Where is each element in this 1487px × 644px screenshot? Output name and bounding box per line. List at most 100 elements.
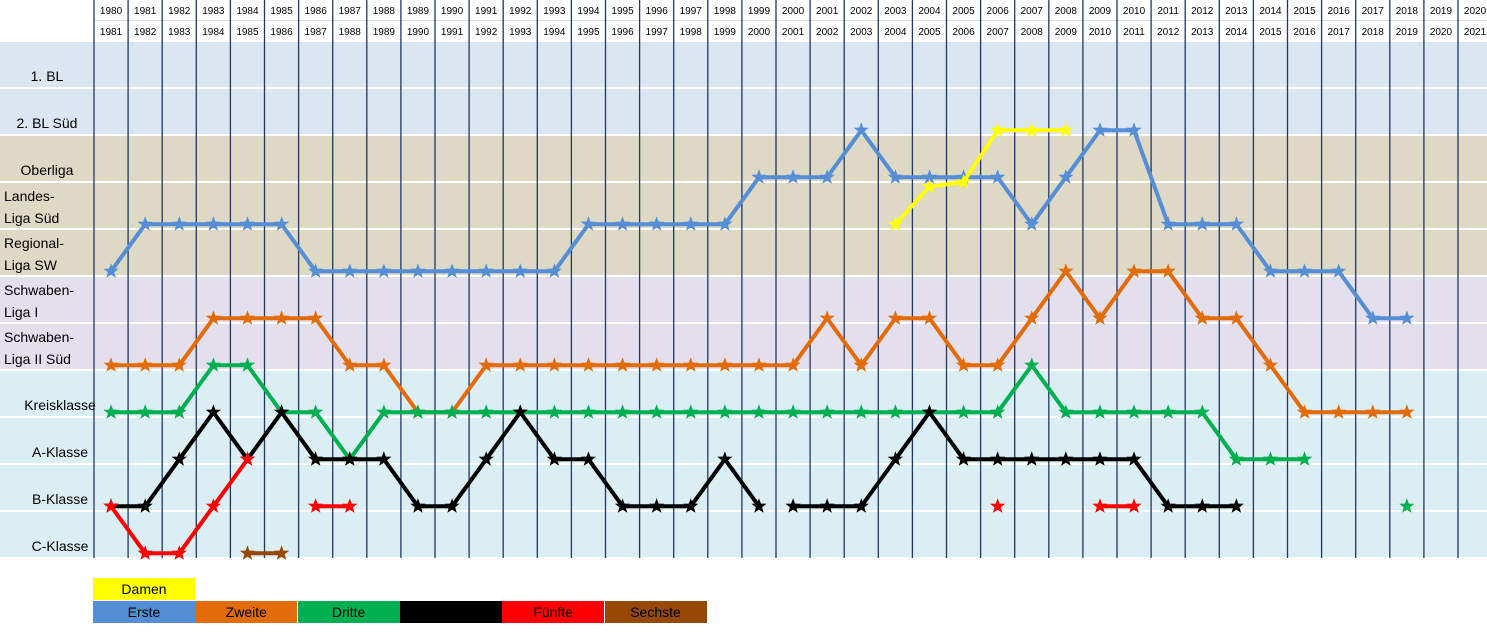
season-end-label: 2014 <box>1225 27 1248 38</box>
data-point-erste <box>1365 310 1381 325</box>
season-start-label: 1998 <box>714 6 737 17</box>
season-end-label: 2007 <box>987 27 1010 38</box>
season-end-label: 1998 <box>680 27 703 38</box>
season-end-label: 1987 <box>305 27 328 38</box>
season-start-label: 1986 <box>305 6 328 17</box>
season-end-label: 1985 <box>236 27 259 38</box>
data-point-vierte <box>955 451 972 466</box>
data-point-zweite <box>990 357 1006 372</box>
data-point-zweite <box>308 310 324 325</box>
data-point-vierte <box>580 451 597 466</box>
season-start-label: 2005 <box>952 6 975 17</box>
data-point-vierte <box>717 451 733 466</box>
season-start-label: 1985 <box>270 6 293 17</box>
season-start-label: 2016 <box>1328 6 1351 17</box>
league-label: A-Klasse <box>32 444 88 460</box>
season-end-label: 1996 <box>611 27 634 38</box>
data-point-erste <box>103 263 119 278</box>
legend-item-zweite: Zweite <box>195 601 298 623</box>
season-end-label: 2008 <box>1021 27 1044 38</box>
season-start-label: 2020 <box>1464 6 1487 17</box>
data-point-dritte <box>1228 451 1244 466</box>
season-start-label: 2012 <box>1191 6 1214 17</box>
data-point-zweite <box>683 357 699 372</box>
data-point-dritte <box>1058 404 1074 419</box>
data-point-vierte <box>376 451 392 466</box>
data-point-vierte <box>205 404 221 419</box>
data-point-vierte <box>410 498 426 513</box>
data-point-erste <box>1399 310 1415 325</box>
data-point-dritte <box>410 404 426 419</box>
season-start-label: 1994 <box>577 6 600 17</box>
season-start-label: 2015 <box>1293 6 1316 17</box>
season-end-label: 2010 <box>1089 27 1112 38</box>
data-point-erste <box>376 263 392 278</box>
data-point-erste <box>546 263 562 278</box>
series-fünfte <box>103 451 1142 560</box>
season-end-label: 2005 <box>918 27 941 38</box>
data-point-zweite <box>1399 404 1415 419</box>
data-point-zweite <box>853 357 869 372</box>
season-start-label: 2007 <box>1021 6 1044 17</box>
data-point-erste <box>717 216 733 231</box>
data-point-zweite <box>955 357 972 372</box>
data-point-zweite <box>921 310 938 325</box>
league-label: Kreisklasse <box>24 397 96 413</box>
league-label: Landes- <box>4 188 55 204</box>
data-point-dritte <box>137 404 153 419</box>
season-end-label: 1981 <box>100 27 123 38</box>
data-point-zweite <box>512 357 528 372</box>
data-point-dritte <box>1262 451 1279 466</box>
season-end-label: 2020 <box>1430 27 1453 38</box>
season-end-label: 2016 <box>1293 27 1316 38</box>
data-point-sechste <box>273 545 290 560</box>
data-point-vierte <box>273 404 290 419</box>
season-end-label: 1993 <box>509 27 532 38</box>
season-start-label: 2013 <box>1225 6 1248 17</box>
season-end-label: 2015 <box>1259 27 1282 38</box>
data-point-zweite <box>103 357 119 372</box>
data-point-erste <box>921 169 938 184</box>
data-point-erste <box>1296 263 1313 278</box>
data-point-dritte <box>308 404 324 419</box>
data-point-erste <box>853 122 869 137</box>
data-point-erste <box>410 263 426 278</box>
league-label: Liga I <box>4 304 38 320</box>
data-point-fünfte <box>342 498 358 513</box>
data-point-vierte <box>614 498 631 513</box>
season-start-label: 2003 <box>884 6 907 17</box>
data-point-fünfte <box>308 498 324 513</box>
data-point-zweite <box>376 357 392 372</box>
season-end-label: 2021 <box>1464 27 1487 38</box>
season-start-label: 2019 <box>1430 6 1453 17</box>
season-start-label: 1999 <box>748 6 771 17</box>
season-start-label: 2001 <box>816 6 839 17</box>
data-point-erste <box>444 263 460 278</box>
data-point-vierte <box>444 498 460 513</box>
series-erste <box>103 122 1415 325</box>
data-point-erste <box>1024 216 1040 231</box>
season-start-label: 1983 <box>202 6 225 17</box>
data-point-zweite <box>1058 263 1074 278</box>
legend-item-damen: Damen <box>93 578 195 600</box>
data-point-vierte <box>921 404 938 419</box>
data-point-fünfte <box>239 451 256 466</box>
data-point-erste <box>1092 122 1108 137</box>
league-label: Oberliga <box>21 162 74 178</box>
league-band <box>0 229 1487 276</box>
league-band <box>0 511 1487 558</box>
data-point-damen <box>1058 122 1074 137</box>
data-point-dritte <box>990 404 1006 419</box>
legend-item-sechste: Sechste <box>604 601 707 623</box>
season-start-label: 1980 <box>100 6 123 17</box>
season-end-label: 1982 <box>134 27 157 38</box>
data-point-zweite <box>1092 310 1108 325</box>
league-band <box>0 182 1487 229</box>
series-line-damen <box>893 128 1068 227</box>
series-line-vierte <box>109 410 761 509</box>
season-end-label: 2018 <box>1362 27 1385 38</box>
season-end-label: 1989 <box>373 27 396 38</box>
data-point-zweite <box>1228 310 1244 325</box>
data-point-zweite <box>819 310 835 325</box>
season-start-label: 2000 <box>782 6 805 17</box>
